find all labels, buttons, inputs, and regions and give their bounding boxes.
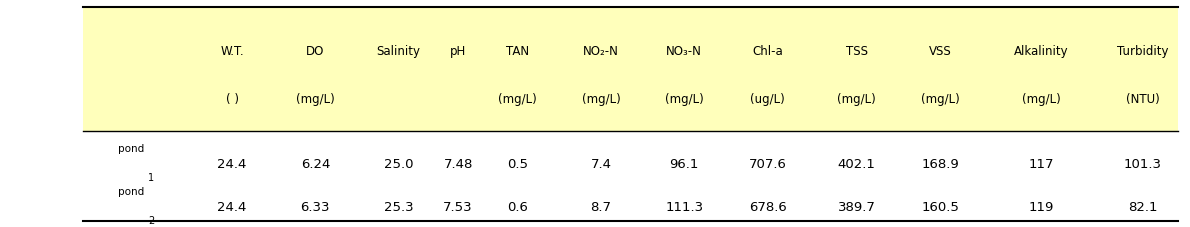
Text: (mg/L): (mg/L) bbox=[499, 93, 537, 106]
Text: 0.5: 0.5 bbox=[507, 158, 528, 171]
Bar bbox=[83, 7, 1178, 131]
Text: pond: pond bbox=[118, 187, 144, 197]
Text: 2: 2 bbox=[148, 216, 155, 226]
Text: (mg/L): (mg/L) bbox=[582, 93, 620, 106]
Text: (mg/L): (mg/L) bbox=[921, 93, 959, 106]
Text: pond: pond bbox=[118, 144, 144, 154]
Text: 168.9: 168.9 bbox=[921, 158, 959, 171]
Text: (mg/L): (mg/L) bbox=[838, 93, 876, 106]
Text: 707.6: 707.6 bbox=[749, 158, 787, 171]
Text: 6.24: 6.24 bbox=[301, 158, 330, 171]
Text: 7.48: 7.48 bbox=[444, 158, 472, 171]
Text: VSS: VSS bbox=[928, 45, 952, 58]
Text: TAN: TAN bbox=[506, 45, 530, 58]
Text: 6.33: 6.33 bbox=[301, 201, 330, 214]
Text: Turbidity: Turbidity bbox=[1116, 45, 1169, 58]
Text: 389.7: 389.7 bbox=[838, 201, 876, 214]
Text: 101.3: 101.3 bbox=[1123, 158, 1161, 171]
Text: (mg/L): (mg/L) bbox=[665, 93, 703, 106]
Text: 119: 119 bbox=[1028, 201, 1054, 214]
Text: NO₂-N: NO₂-N bbox=[583, 45, 619, 58]
Text: NO₃-N: NO₃-N bbox=[666, 45, 702, 58]
Text: 82.1: 82.1 bbox=[1128, 201, 1157, 214]
Text: 24.4: 24.4 bbox=[218, 158, 246, 171]
Text: DO: DO bbox=[306, 45, 325, 58]
Text: (NTU): (NTU) bbox=[1126, 93, 1159, 106]
Text: W.T.: W.T. bbox=[220, 45, 244, 58]
Text: 24.4: 24.4 bbox=[218, 201, 246, 214]
Text: ( ): ( ) bbox=[226, 93, 238, 106]
Text: 8.7: 8.7 bbox=[590, 201, 612, 214]
Text: 7.53: 7.53 bbox=[444, 201, 472, 214]
Text: (mg/L): (mg/L) bbox=[1022, 93, 1060, 106]
Text: Salinity: Salinity bbox=[377, 45, 420, 58]
Text: 402.1: 402.1 bbox=[838, 158, 876, 171]
Text: Alkalinity: Alkalinity bbox=[1014, 45, 1069, 58]
Text: pH: pH bbox=[450, 45, 466, 58]
Text: 0.6: 0.6 bbox=[507, 201, 528, 214]
Text: 111.3: 111.3 bbox=[665, 201, 703, 214]
Text: (ug/L): (ug/L) bbox=[750, 93, 785, 106]
Text: 117: 117 bbox=[1028, 158, 1054, 171]
Text: TSS: TSS bbox=[846, 45, 868, 58]
Text: (mg/L): (mg/L) bbox=[296, 93, 334, 106]
Text: Chl-a: Chl-a bbox=[752, 45, 783, 58]
Text: 25.0: 25.0 bbox=[384, 158, 413, 171]
Text: 96.1: 96.1 bbox=[670, 158, 699, 171]
Text: 678.6: 678.6 bbox=[749, 201, 787, 214]
Text: 160.5: 160.5 bbox=[921, 201, 959, 214]
Text: 1: 1 bbox=[148, 173, 155, 183]
Text: 7.4: 7.4 bbox=[590, 158, 612, 171]
Text: 25.3: 25.3 bbox=[384, 201, 413, 214]
